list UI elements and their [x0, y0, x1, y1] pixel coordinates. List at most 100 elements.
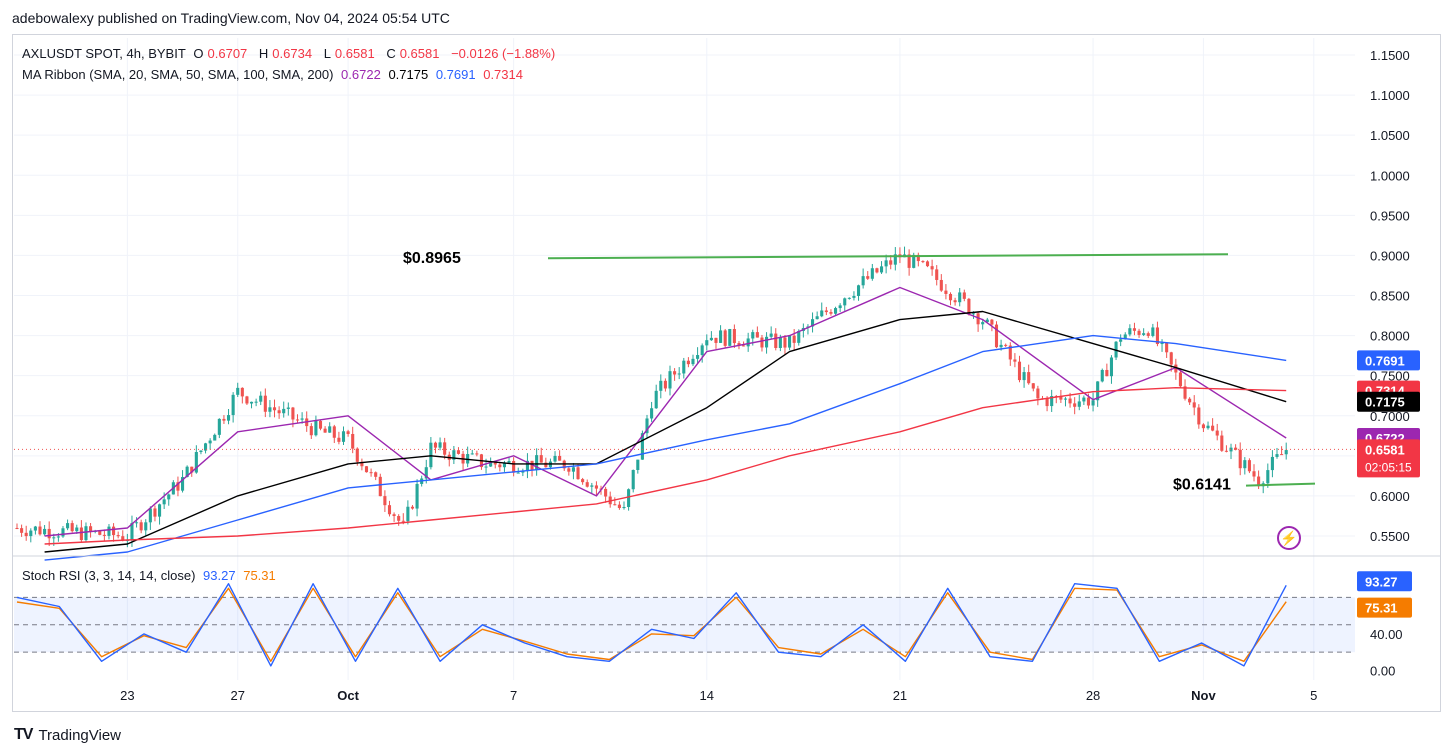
stoch-rsi-label[interactable]: Stoch RSI (3, 3, 14, 14, close) [22, 568, 196, 583]
candle-body [415, 483, 419, 509]
candle-body [994, 324, 999, 348]
candle-body [856, 285, 861, 296]
candle-body [590, 485, 594, 487]
candle-body [1022, 372, 1026, 381]
candle-body [617, 504, 621, 509]
candle-body [116, 535, 120, 537]
time-tick-label: Nov [1191, 688, 1216, 703]
candle-body [792, 335, 796, 343]
candle-body [346, 431, 350, 434]
price-tick-label: 0.6000 [1370, 489, 1410, 504]
high-value: 0.6734 [272, 46, 313, 61]
candle-body [397, 516, 401, 521]
candle-body [535, 455, 539, 470]
price-badge-value: 0.6581 [1365, 442, 1405, 457]
candle-body [162, 499, 166, 505]
symbol-label[interactable]: AXLUSDT SPOT, 4h, BYBIT [22, 46, 186, 61]
candle-body [847, 297, 851, 299]
candle-body [650, 408, 654, 419]
candle-body [696, 355, 700, 359]
candle-body [663, 380, 667, 389]
candle-body [879, 266, 884, 273]
candle-body [732, 329, 736, 344]
ma100-badge [1357, 350, 1420, 371]
candle-body [107, 526, 111, 536]
price-tick-label: 0.5500 [1370, 529, 1410, 544]
candle-body [351, 433, 355, 449]
rsi-d-value: 75.31 [243, 568, 276, 583]
resistance-label[interactable]: $0.8965 [403, 250, 461, 267]
candle-body [521, 471, 525, 473]
price-tick-label: 0.8500 [1370, 289, 1410, 304]
candle-body [576, 467, 580, 480]
candle-body [443, 442, 447, 455]
candle-body [295, 419, 300, 421]
candle-body [640, 433, 644, 460]
candle-body [112, 526, 116, 536]
candle-body [135, 522, 139, 524]
candle-body [861, 276, 865, 286]
candle-body [61, 528, 65, 537]
candle-body [719, 330, 723, 343]
candle-body [673, 371, 677, 375]
candle-body [1137, 330, 1141, 335]
time-tick-label: 5 [1310, 688, 1317, 703]
candle-body [38, 526, 42, 535]
candle-body [1155, 327, 1159, 345]
candle-body [571, 467, 575, 472]
candle-body [875, 268, 879, 273]
candle-body [765, 336, 769, 348]
candle-body [355, 448, 359, 462]
candle-body [746, 338, 750, 347]
brand-name: TradingView [38, 726, 121, 744]
candle-body [1091, 400, 1095, 406]
candle-body [525, 460, 529, 472]
candle-body [328, 426, 332, 433]
candle-body [1036, 388, 1040, 399]
candle-body [75, 527, 79, 532]
candle-body [594, 485, 598, 489]
candle-body [935, 269, 939, 280]
ma-ribbon-label[interactable]: MA Ribbon (SMA, 20, SMA, 50, SMA, 100, S… [22, 67, 334, 82]
price-tick-label: 1.1000 [1370, 88, 1410, 103]
candle-body [1169, 352, 1173, 365]
price-tick-label: 1.1500 [1370, 48, 1410, 63]
legend-rsi: Stoch RSI (3, 3, 14, 14, close) 93.27 75… [22, 568, 280, 583]
candle-body [24, 532, 28, 537]
candle-body [1165, 343, 1169, 353]
candle-body [553, 455, 557, 462]
price-tick-label: 1.0000 [1370, 168, 1410, 183]
candle-body [387, 505, 392, 515]
price-badge-countdown: 02:05:15 [1365, 460, 1412, 474]
candle-body [199, 450, 203, 453]
candle-body [1068, 398, 1072, 404]
rsi-k-value: 93.27 [203, 568, 236, 583]
candle-body [1280, 454, 1284, 456]
lightning-icon[interactable]: ⚡ [1277, 526, 1301, 550]
candle-body [89, 526, 93, 532]
candle-body [489, 461, 493, 467]
candle-body [1275, 454, 1279, 457]
candle-body [999, 344, 1003, 348]
candle-body [1234, 447, 1238, 450]
candle-body [231, 394, 235, 416]
tradingview-logo-icon: TV [14, 726, 33, 743]
candle-body [1073, 403, 1077, 407]
candle-body [1174, 364, 1178, 373]
support-label[interactable]: $0.6141 [1173, 477, 1231, 494]
candle-body [314, 420, 318, 436]
candle-body [452, 450, 456, 460]
price-tick-label: 0.9000 [1370, 248, 1410, 263]
footer: TV TradingView [14, 726, 121, 744]
price-tick-label: 1.0500 [1370, 128, 1410, 143]
candle-body [249, 401, 254, 404]
candle-body [581, 479, 585, 483]
candle-body [318, 420, 323, 429]
candle-body [907, 254, 911, 268]
candle-body [1128, 328, 1132, 335]
candle-body [268, 407, 272, 412]
candle-body [153, 508, 157, 517]
candle-body [378, 476, 382, 497]
candle-body [990, 319, 994, 325]
